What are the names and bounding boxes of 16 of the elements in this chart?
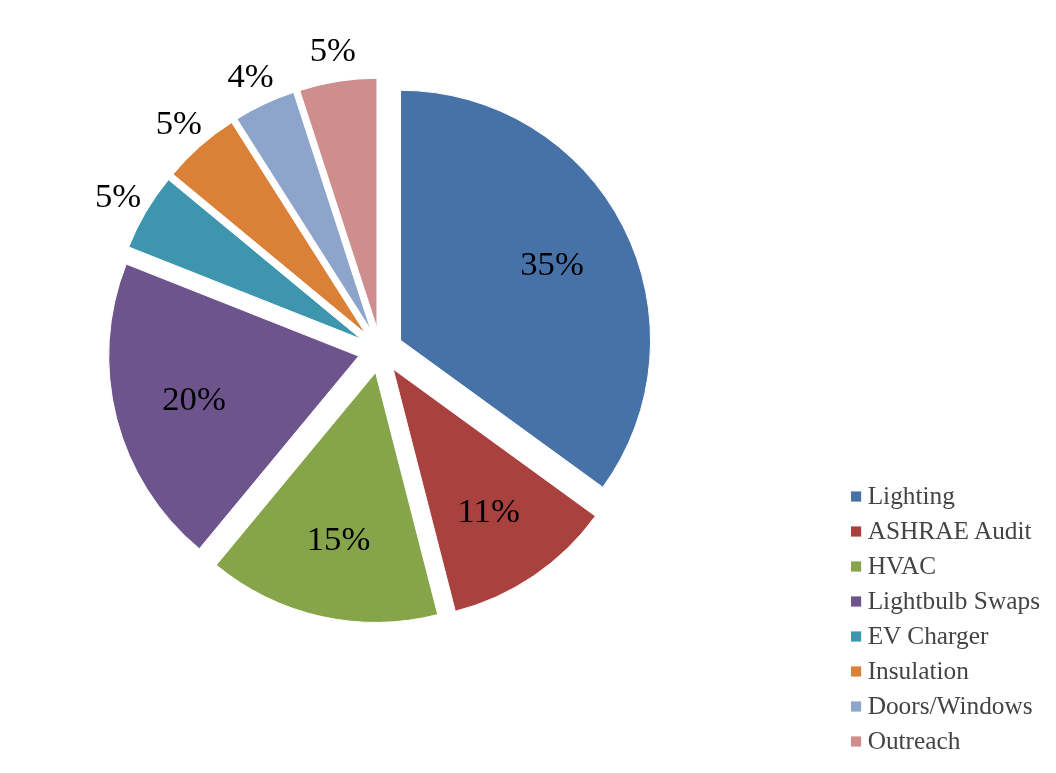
data-label: 4% bbox=[227, 55, 274, 94]
legend-label: Doors/Windows bbox=[867, 691, 1033, 720]
data-label: 20% bbox=[162, 379, 226, 418]
legend-label: HVAC bbox=[867, 551, 937, 580]
legend-label: Outreach bbox=[867, 726, 961, 755]
legend-label: EV Charger bbox=[867, 621, 989, 650]
legend-label: Lighting bbox=[867, 481, 955, 510]
legend-label: ASHRAE Audit bbox=[867, 516, 1032, 545]
legend-label: Insulation bbox=[867, 656, 969, 685]
data-label: 5% bbox=[94, 176, 142, 215]
legend-label: Lightbulb Swaps bbox=[867, 586, 1040, 615]
data-label: 5% bbox=[155, 102, 202, 141]
data-label: 11% bbox=[457, 490, 520, 529]
data-label: 15% bbox=[306, 519, 371, 558]
data-label: 5% bbox=[309, 30, 356, 69]
data-label: 35% bbox=[520, 244, 584, 283]
